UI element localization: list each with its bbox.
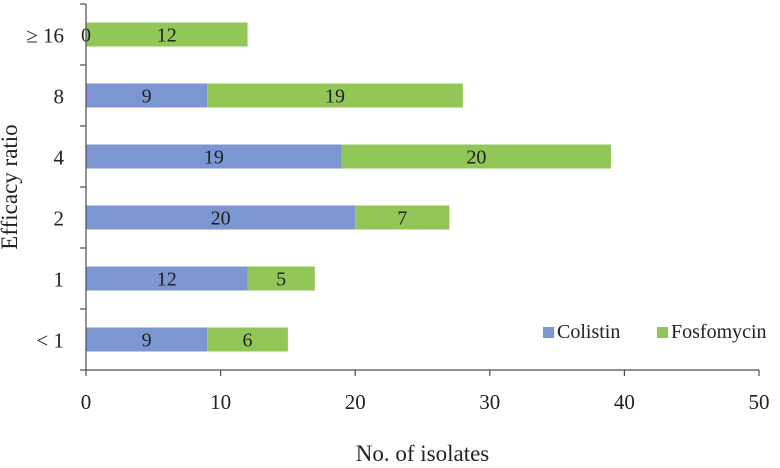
y-ticks-layer: < 1 1 2 4 8 ≥ 16 xyxy=(26,3,86,371)
x-tick-label: 0 xyxy=(81,390,92,414)
x-tick-label: 50 xyxy=(749,390,770,414)
y-category-label: 8 xyxy=(54,85,65,109)
legend-label-fosfomycin: Fosfomycin xyxy=(671,321,767,343)
y-category-label: 4 xyxy=(54,146,65,170)
y-axis-title: Efficacy ratio xyxy=(0,124,22,249)
x-tick-label: 20 xyxy=(345,390,366,414)
bar-fosfomycin xyxy=(207,327,288,352)
x-tick-label: 40 xyxy=(614,390,635,414)
legend-swatch-fosfomycin xyxy=(657,327,668,338)
bars-layer xyxy=(86,22,611,352)
x-ticks-layer: 0 10 20 30 40 50 xyxy=(81,370,770,414)
data-label-fosfomycin: 20 xyxy=(466,147,486,169)
y-category-label: 2 xyxy=(54,207,65,231)
data-label-fosfomycin: 12 xyxy=(157,25,177,47)
data-label-colistin: 19 xyxy=(204,147,224,169)
axes-layer xyxy=(85,4,759,371)
y-category-label: ≥ 16 xyxy=(26,24,64,48)
bar-fosfomycin xyxy=(86,22,248,47)
data-label-fosfomycin: 7 xyxy=(397,208,407,230)
legend-swatch-colistin xyxy=(543,327,554,338)
bar-colistin xyxy=(86,266,248,291)
x-axis-title: No. of isolates xyxy=(356,441,490,466)
bar-colistin xyxy=(86,327,208,352)
bar-fosfomycin xyxy=(247,266,315,291)
bar-fosfomycin xyxy=(355,205,450,230)
legend: Colistin Fosfomycin xyxy=(543,321,767,343)
bar-fosfomycin xyxy=(207,83,463,108)
x-tick-label: 30 xyxy=(479,390,500,414)
bar-colistin xyxy=(86,83,208,108)
y-category-label: < 1 xyxy=(36,329,64,353)
data-label-fosfomycin: 5 xyxy=(276,269,286,291)
bar-colistin xyxy=(86,205,356,230)
data-label-colistin: 20 xyxy=(211,208,231,230)
bar-labels-layer: 9 612 520 719 209 190 12 xyxy=(81,25,486,352)
data-label-colistin: 9 xyxy=(142,330,152,352)
legend-label-colistin: Colistin xyxy=(557,321,620,343)
bar-fosfomycin xyxy=(341,144,611,169)
data-label-colistin: 12 xyxy=(157,269,177,291)
y-category-label: 1 xyxy=(54,268,65,292)
data-label-colistin: 9 xyxy=(142,86,152,108)
data-label-fosfomycin: 19 xyxy=(325,86,345,108)
data-label-fosfomycin: 6 xyxy=(243,330,253,352)
bar-colistin xyxy=(86,144,342,169)
x-tick-label: 10 xyxy=(210,390,231,414)
